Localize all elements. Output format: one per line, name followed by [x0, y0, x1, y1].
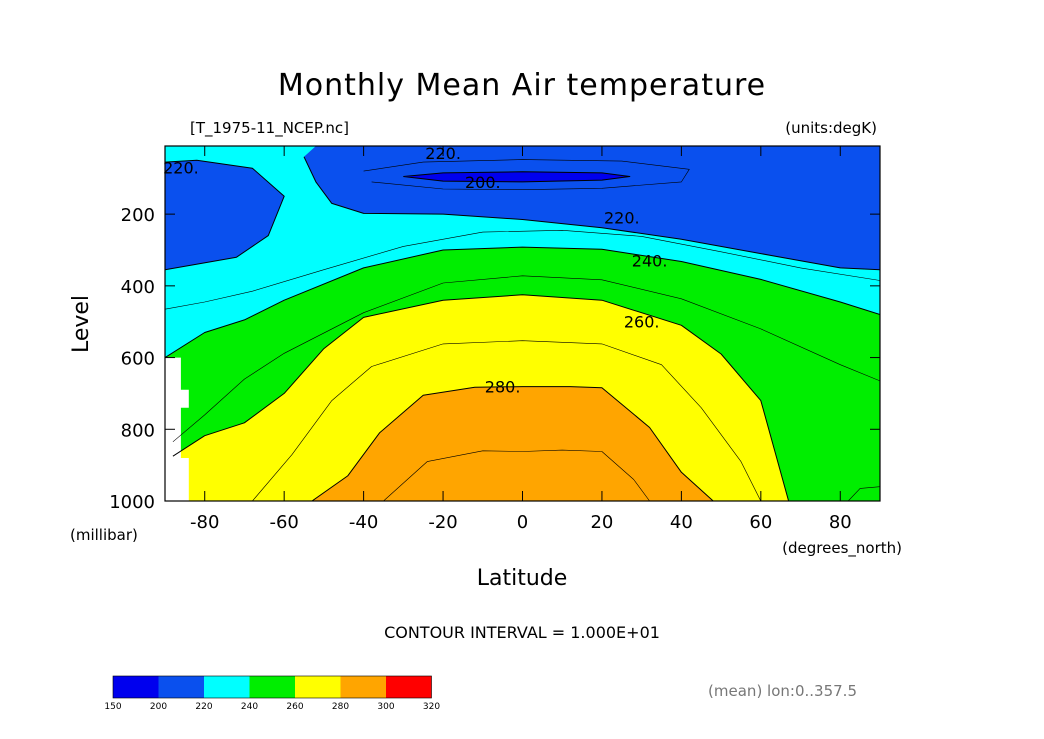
y-axis-title: Level: [69, 295, 94, 353]
contour-line-8: [303, 156, 880, 271]
contour-line-6: [403, 171, 631, 183]
y-tick-label: 400: [121, 277, 155, 298]
x-tick-label: -40: [349, 512, 378, 533]
contour-line-2: [172, 275, 880, 443]
filled-region-1: [165, 160, 285, 270]
colorbar-swatch: [158, 676, 204, 698]
y-tick-label: 600: [121, 349, 155, 370]
colorbar-tick-label: 260: [286, 702, 303, 712]
colorbar-swatch: [295, 676, 341, 698]
contour-line-1: [165, 230, 880, 310]
x-tick-label: 40: [670, 512, 693, 533]
colorbar-frame: [112, 675, 432, 699]
colorbar-tick-label: 300: [377, 702, 394, 712]
units-label: (units:degK): [785, 119, 877, 137]
contour-line-4: [383, 449, 650, 501]
contour-label-6: 280.: [485, 377, 521, 396]
colorbar-tick-label: 200: [150, 702, 167, 712]
colorbar-swatch: [386, 676, 432, 698]
contour-line-3: [252, 340, 762, 501]
y-tick-label: 800: [121, 420, 155, 441]
contour-line-10: [172, 294, 790, 501]
contour-line-7: [165, 159, 285, 271]
contour-label-3: 220.: [604, 209, 640, 228]
chart-title: Monthly Mean Air temperature: [278, 68, 766, 103]
x-tick-label: 0: [517, 512, 528, 533]
contour-lines: [165, 156, 880, 501]
x-tick-label: 20: [590, 512, 613, 533]
file-label: [T_1975-11_NCEP.nc]: [190, 119, 349, 138]
colorbar-tick-label: 240: [241, 702, 258, 712]
colorbar-swatch: [113, 676, 159, 698]
colorbar-tick-label: 280: [332, 702, 349, 712]
y-tick-label: 200: [121, 205, 155, 226]
y-units-label: (millibar): [70, 526, 138, 544]
contour-line-11: [311, 386, 714, 501]
x-tick-label: -20: [428, 512, 457, 533]
contour-label-2: 200.: [465, 173, 501, 192]
colorbar-tick-label: 220: [195, 702, 212, 712]
colorbar-swatch: [249, 676, 295, 698]
x-tick-label: 80: [829, 512, 852, 533]
filled-region-3: [403, 171, 630, 182]
contour-label-4: 240.: [632, 252, 668, 271]
mean-note: (mean) lon:0..357.5: [708, 682, 857, 700]
colorbar-tick-label: 150: [104, 702, 121, 712]
colorbar-tick-label: 320: [423, 702, 440, 712]
colorbar: 150 200 220 240 260 280 300 320: [104, 675, 440, 712]
filled-region-6: [312, 386, 714, 501]
colorbar-swatch: [204, 676, 250, 698]
x-units-label: (degrees_north): [782, 539, 902, 558]
contour-label-5: 260.: [624, 313, 660, 332]
filled-contour-regions: [165, 146, 880, 501]
y-tick-label: 1000: [109, 492, 155, 513]
contour-interval-label: CONTOUR INTERVAL = 1.000E+01: [384, 623, 660, 642]
contour-line-9: [165, 246, 880, 359]
colorbar-swatch: [340, 676, 386, 698]
x-axis-title: Latitude: [477, 566, 568, 591]
x-tick-label: 60: [749, 512, 772, 533]
contour-label-1: 220.: [163, 159, 199, 178]
contour-line-5: [847, 486, 880, 501]
filled-region-7: [165, 357, 189, 501]
y-axis-ticks: 200 400 600 800 1000: [109, 205, 880, 513]
x-tick-label: -80: [190, 512, 219, 533]
contour-line-0: [363, 159, 690, 190]
x-tick-label: -60: [269, 512, 298, 533]
x-axis-ticks: -80 -60 -40 -20 0 20 40 60 80: [190, 146, 852, 533]
plot-area: 220.220.200.220.240.260.280. -80 -60 -40 -2…: [109, 144, 881, 533]
